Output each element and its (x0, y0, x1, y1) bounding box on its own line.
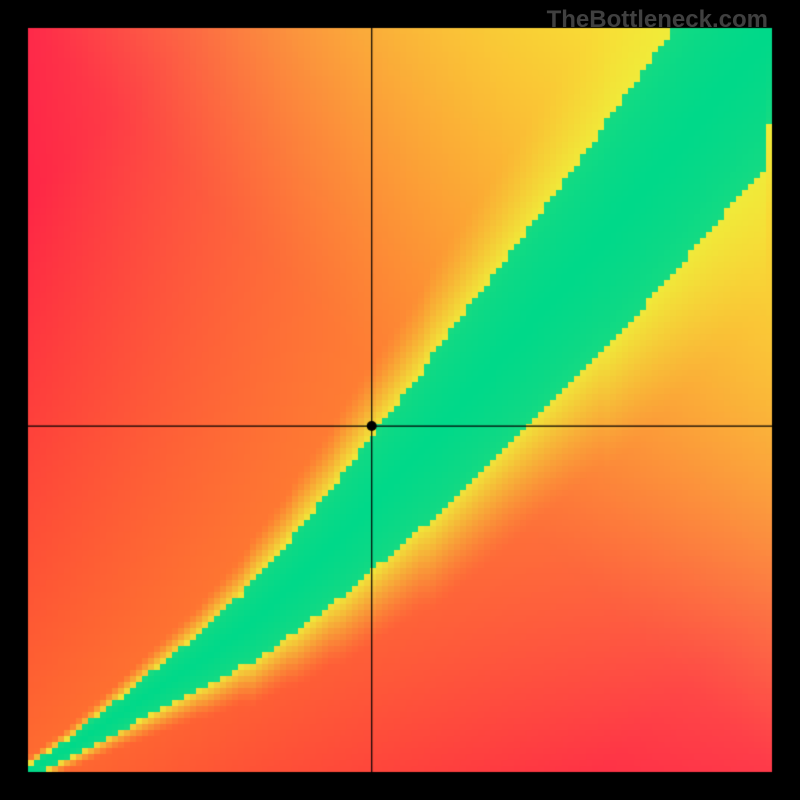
watermark-label: TheBottleneck.com (547, 6, 768, 34)
bottleneck-heatmap (0, 0, 800, 800)
